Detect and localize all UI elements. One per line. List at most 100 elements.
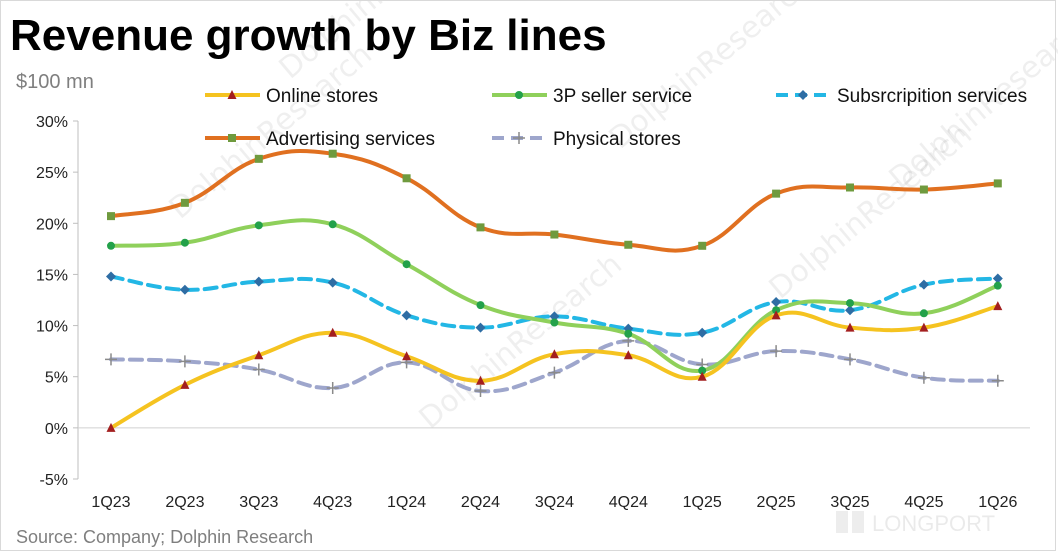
data-point	[772, 306, 781, 315]
data-point	[180, 238, 189, 247]
x-tick-label: 2Q25	[757, 494, 796, 511]
data-point	[328, 327, 338, 337]
x-tick-label: 4Q25	[904, 494, 943, 511]
legend-label: Online stores	[266, 86, 378, 107]
data-point	[846, 183, 854, 192]
legend-marker	[227, 90, 237, 99]
brand-logo: LONGPORT	[836, 511, 995, 536]
data-point	[845, 305, 855, 316]
axes: -5% 0% 5% 10% 15% 20% 25% 30% 1Q23 2Q23 3Q23 4Q23 1Q…	[36, 114, 1030, 511]
data-point	[106, 271, 116, 282]
series-advertising-services	[107, 149, 1002, 253]
data-point	[992, 273, 1003, 284]
data-point	[844, 353, 856, 366]
data-point	[328, 149, 337, 158]
data-point	[253, 276, 264, 287]
data-point	[476, 301, 485, 310]
data-point	[180, 379, 190, 389]
series-subsrcripition-services	[106, 271, 1003, 338]
data-point	[106, 422, 116, 432]
data-point	[549, 311, 560, 322]
data-point	[697, 371, 707, 381]
data-point	[402, 260, 411, 269]
y-tick-label: 25%	[36, 165, 68, 182]
data-point	[107, 241, 115, 250]
data-point	[549, 349, 559, 359]
legend-marker	[515, 91, 523, 99]
legend: Online stores 3P seller service Subsrcripi…	[205, 86, 1027, 150]
y-tick-label: 0%	[45, 421, 68, 438]
legend-item: 3P seller service	[492, 86, 692, 107]
legend-marker	[228, 134, 236, 142]
data-point	[550, 230, 559, 239]
data-point	[771, 310, 781, 320]
data-point	[771, 297, 782, 308]
y-tick-label: 30%	[36, 114, 68, 131]
data-point	[919, 185, 928, 194]
watermark-text: DolphinResearch	[413, 247, 629, 436]
x-tick-label: 2Q24	[461, 494, 500, 511]
series-layer	[105, 149, 1004, 432]
legend-marker	[798, 90, 808, 100]
data-point	[327, 277, 338, 288]
legend-marker	[513, 132, 525, 144]
y-tick-label: 10%	[36, 319, 68, 336]
series-online-stores	[106, 301, 1003, 432]
data-point	[107, 212, 115, 221]
x-tick-label: 1Q26	[978, 494, 1017, 511]
x-tick-label: 4Q24	[609, 494, 648, 511]
series-line	[109, 338, 1000, 394]
data-point	[770, 345, 783, 358]
data-point	[476, 223, 485, 232]
x-tick-label: 2Q23	[165, 494, 204, 511]
data-point	[180, 198, 189, 207]
data-point	[624, 329, 633, 338]
series-physical-stores	[105, 334, 1004, 398]
data-point	[846, 299, 854, 308]
x-tick-label: 4Q23	[313, 494, 352, 511]
data-point	[623, 350, 633, 360]
data-point	[697, 327, 708, 338]
watermark-layer: DolphinResearchDolphinResearchDolphinRes…	[163, 0, 1058, 436]
data-point	[401, 310, 412, 321]
data-point	[698, 241, 707, 250]
x-tick-label: 1Q24	[387, 494, 426, 511]
data-point	[993, 301, 1003, 311]
data-point	[328, 220, 337, 229]
data-point	[919, 322, 929, 332]
legend-label: Subsrcripition services	[837, 86, 1027, 107]
data-point	[474, 385, 487, 398]
data-point	[919, 309, 928, 318]
data-point	[917, 371, 930, 384]
data-point	[624, 240, 633, 249]
legend-label: Advertising services	[266, 129, 435, 150]
data-point	[698, 366, 707, 375]
watermark-text: DolphinResearch	[273, 0, 489, 86]
data-point	[845, 322, 855, 332]
legend-label: 3P seller service	[553, 86, 692, 107]
chart-title: Revenue growth by Biz lines	[10, 11, 607, 60]
brand-logo-text: LONGPORT	[872, 511, 995, 536]
x-tick-label: 1Q25	[683, 494, 722, 511]
data-point	[550, 318, 559, 327]
data-point	[179, 284, 190, 295]
data-point	[991, 374, 1004, 387]
legend-item: Physical stores	[492, 129, 681, 150]
data-point	[178, 355, 191, 368]
data-point	[772, 189, 781, 198]
data-point	[475, 322, 486, 333]
y-tick-label: 15%	[36, 267, 68, 284]
y-tick-label: 20%	[36, 216, 68, 233]
x-tick-label: 1Q23	[91, 494, 130, 511]
data-point	[326, 381, 339, 394]
data-point	[918, 279, 929, 290]
legend-item: Online stores	[205, 86, 378, 107]
data-point	[254, 350, 264, 360]
y-tick-label: 5%	[45, 370, 68, 387]
x-tick-label: 3Q25	[830, 494, 869, 511]
data-point	[993, 281, 1002, 290]
legend-label: Physical stores	[553, 129, 681, 150]
data-point	[476, 375, 485, 385]
data-point	[402, 174, 411, 183]
